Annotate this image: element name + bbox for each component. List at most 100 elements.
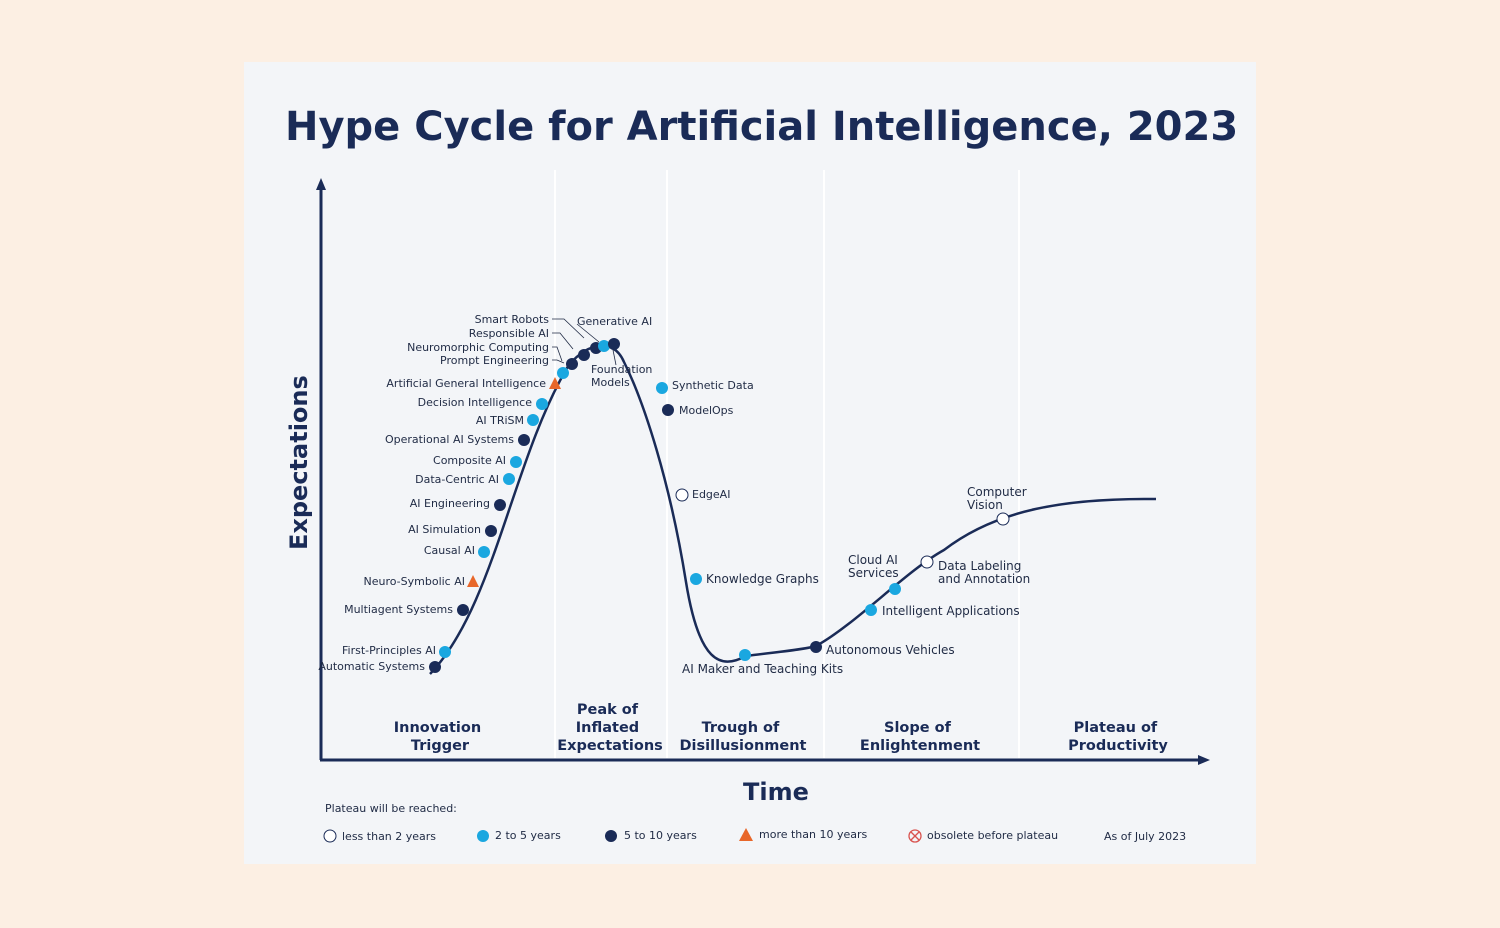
point-autonomous-vehicles bbox=[810, 641, 822, 653]
phase-plateau-line-2: Productivity bbox=[1068, 738, 1168, 754]
tech-point: Data Labeling and Annotation bbox=[920, 555, 1030, 586]
point-computer-vision bbox=[996, 512, 1010, 526]
label-data-labeling-line-1: Data Labeling bbox=[938, 559, 1021, 573]
obsolete-x-icon bbox=[908, 829, 922, 843]
tech-point: Generative AI bbox=[577, 315, 652, 352]
legend: Plateau will be reached: less than 2 yea… bbox=[323, 802, 1186, 843]
tech-point: Causal AI bbox=[424, 544, 490, 558]
label-automatic-systems: Automatic Systems bbox=[318, 660, 425, 673]
tech-point: AI TRiSM bbox=[476, 414, 539, 427]
label-intelligent-applications: Intelligent Applications bbox=[882, 604, 1020, 618]
point-ai-trism bbox=[527, 414, 539, 426]
point-automatic-systems bbox=[429, 661, 441, 673]
legend-item-obsolete: obsolete before plateau bbox=[908, 829, 1058, 843]
phase-slope-line-2: Enlightenment bbox=[860, 738, 980, 754]
hype-cycle-diagram: Hype Cycle for Artificial Intelligence, … bbox=[285, 104, 1238, 843]
label-computer-vision: Computer Vision bbox=[967, 485, 1030, 512]
label-ai-engineering: AI Engineering bbox=[410, 497, 490, 510]
tech-point: Synthetic Data bbox=[656, 379, 754, 394]
tech-point: First-Principles AI bbox=[342, 644, 451, 658]
phase-plateau: Plateau of Productivity bbox=[1068, 720, 1168, 754]
label-cloud-ai-services-line-2: Services bbox=[848, 566, 899, 580]
label-artificial-general-intelligence: Artificial General Intelligence bbox=[386, 377, 546, 390]
label-operational-ai-systems: Operational AI Systems bbox=[385, 433, 514, 446]
tech-point: Composite AI bbox=[433, 454, 522, 468]
legend-item-5to10: 5 to 10 years bbox=[605, 829, 697, 842]
x-axis-arrow-icon bbox=[1198, 755, 1210, 765]
phase-peak-line-1: Peak of bbox=[577, 702, 639, 718]
label-data-labeling-and-annotation: Data Labeling and Annotation bbox=[938, 559, 1030, 586]
label-knowledge-graphs: Knowledge Graphs bbox=[706, 572, 819, 586]
label-computer-vision-line-2: Vision bbox=[967, 498, 1003, 512]
label-data-labeling-line-2: and Annotation bbox=[938, 572, 1030, 586]
point-decision-intelligence bbox=[536, 398, 548, 410]
point-artificial-general-intelligence bbox=[549, 377, 561, 389]
label-generative-ai: Generative AI bbox=[577, 315, 652, 328]
tech-point: ModelOps bbox=[662, 404, 734, 417]
tech-point: Neuromorphic Computing bbox=[407, 341, 578, 370]
label-foundation-models-line-1: Foundation bbox=[591, 363, 652, 376]
label-multiagent-systems: Multiagent Systems bbox=[344, 603, 453, 616]
legend-lt2-label: less than 2 years bbox=[342, 830, 436, 843]
point-synthetic-data bbox=[656, 382, 668, 394]
label-neuro-symbolic-ai: Neuro-Symbolic AI bbox=[364, 575, 466, 588]
phase-slope-line-1: Slope of bbox=[884, 720, 952, 736]
legend-item-2to5: 2 to 5 years bbox=[477, 829, 561, 842]
label-neuromorphic-computing: Neuromorphic Computing bbox=[407, 341, 549, 354]
tech-point: AI Maker and Teaching Kits bbox=[682, 649, 843, 676]
tech-point: Operational AI Systems bbox=[385, 433, 530, 446]
label-computer-vision-line-1: Computer bbox=[967, 485, 1027, 499]
tech-point: EdgeAI bbox=[675, 488, 730, 502]
tech-point: Prompt Engineering bbox=[440, 354, 569, 379]
phase-dividers bbox=[554, 170, 1020, 758]
phase-peak-line-3: Expectations bbox=[557, 738, 663, 754]
legend-2to5-label: 2 to 5 years bbox=[495, 829, 561, 842]
tech-point: Automatic Systems bbox=[318, 660, 441, 673]
tech-point: Artificial General Intelligence bbox=[386, 377, 561, 390]
point-data-labeling-and-annotation bbox=[920, 555, 934, 569]
phase-innovation-trigger-line-1: Innovation bbox=[394, 720, 481, 736]
x-axis-label: Time bbox=[743, 778, 809, 806]
point-modelops bbox=[662, 404, 674, 416]
technology-points: Automatic Systems First-Principles AI Mu… bbox=[318, 313, 1030, 676]
point-intelligent-applications bbox=[865, 604, 877, 616]
axes bbox=[316, 178, 1210, 765]
as-of-date: As of July 2023 bbox=[1104, 830, 1186, 843]
point-data-centric-ai bbox=[503, 473, 515, 485]
legend-2to5-icon bbox=[477, 830, 489, 842]
page-title: Hype Cycle for Artificial Intelligence, … bbox=[285, 104, 1238, 150]
label-modelops: ModelOps bbox=[679, 404, 734, 417]
phase-trough-line-1: Trough of bbox=[702, 720, 780, 736]
phase-peak: Peak of Inflated Expectations bbox=[557, 702, 663, 754]
label-decision-intelligence: Decision Intelligence bbox=[418, 396, 533, 409]
point-knowledge-graphs bbox=[690, 573, 702, 585]
label-first-principles-ai: First-Principles AI bbox=[342, 644, 436, 657]
tech-point: Multiagent Systems bbox=[344, 603, 469, 616]
label-ai-simulation: AI Simulation bbox=[408, 523, 481, 536]
legend-item-lt2: less than 2 years bbox=[323, 829, 436, 843]
label-edgeai: EdgeAI bbox=[692, 488, 730, 501]
hype-cycle-card: Hype Cycle for Artificial Intelligence, … bbox=[244, 62, 1256, 864]
label-ai-maker-and-teaching-kits: AI Maker and Teaching Kits bbox=[682, 662, 843, 676]
phase-innovation-trigger-line-2: Trigger bbox=[411, 738, 470, 754]
point-prompt-engineering bbox=[557, 367, 569, 379]
phase-peak-line-2: Inflated bbox=[576, 720, 639, 736]
point-ai-simulation bbox=[485, 525, 497, 537]
point-first-principles-ai bbox=[439, 646, 451, 658]
point-ai-maker-and-teaching-kits bbox=[739, 649, 751, 661]
tech-point: Neuro-Symbolic AI bbox=[364, 575, 479, 588]
label-prompt-engineering: Prompt Engineering bbox=[440, 354, 549, 367]
label-responsible-ai: Responsible AI bbox=[469, 327, 549, 340]
tech-point: Autonomous Vehicles bbox=[810, 641, 955, 657]
phase-innovation-trigger: Innovation Trigger bbox=[394, 720, 487, 754]
hype-curve bbox=[429, 344, 1157, 675]
legend-5to10-label: 5 to 10 years bbox=[624, 829, 697, 842]
point-generative-ai bbox=[598, 340, 610, 352]
point-neuromorphic-computing bbox=[566, 358, 578, 370]
tech-point: Knowledge Graphs bbox=[690, 572, 819, 586]
point-neuro-symbolic-ai bbox=[467, 575, 479, 587]
point-foundation-models bbox=[608, 338, 620, 350]
point-ai-engineering bbox=[494, 499, 506, 511]
point-responsible-ai bbox=[578, 349, 590, 361]
point-composite-ai bbox=[510, 456, 522, 468]
